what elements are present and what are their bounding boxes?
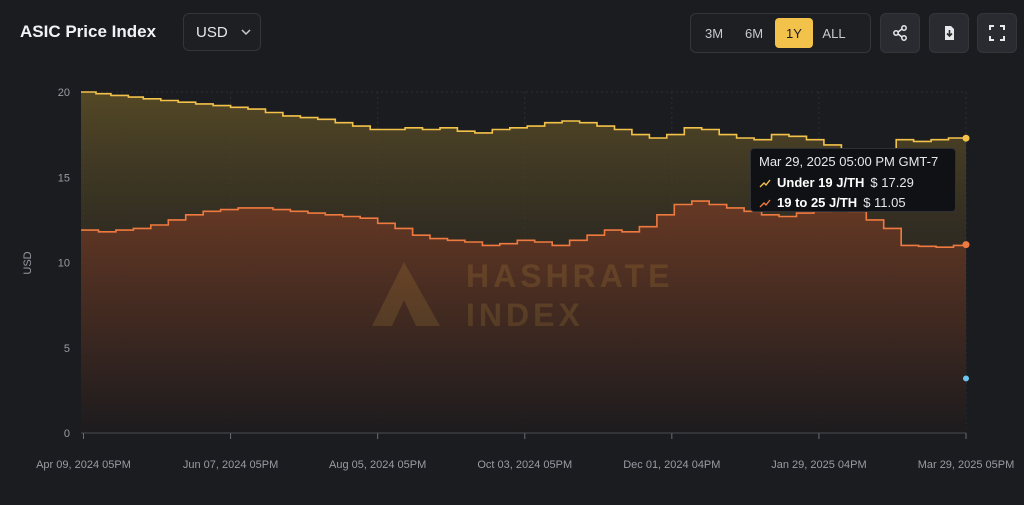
x-tick-label: Jun 07, 2024 05PM	[183, 459, 278, 471]
tooltip-value: $ 17.29	[870, 175, 914, 190]
x-tick-label: Aug 05, 2024 05PM	[329, 459, 426, 471]
currency-select[interactable]: USD	[183, 13, 261, 51]
line-series-icon	[759, 199, 771, 208]
tooltip-label: 19 to 25 J/TH	[777, 195, 858, 210]
line-series-icon	[759, 179, 771, 188]
end-point-19-to-25	[962, 241, 970, 249]
extra-data-point	[963, 375, 969, 382]
y-tick-label: 20	[58, 87, 70, 99]
range-selector: 3M 6M 1Y ALL	[690, 13, 871, 53]
y-tick-label: 15	[58, 172, 70, 184]
watermark: HASHRATE INDEX	[372, 258, 673, 333]
share-icon	[893, 25, 907, 41]
watermark-line1: HASHRATE	[466, 258, 673, 294]
y-tick-label: 10	[58, 258, 70, 270]
download-icon	[945, 26, 954, 40]
watermark-logo-icon	[372, 262, 440, 326]
x-tick-label: Jan 29, 2025 04PM	[771, 459, 866, 471]
series-line-under-19	[81, 91, 967, 179]
chevron-down-icon	[241, 29, 251, 36]
tooltip-label: Under 19 J/TH	[777, 175, 865, 190]
download-button[interactable]	[929, 13, 969, 53]
y-tick-label: 5	[64, 343, 70, 355]
chart-tooltip: Mar 29, 2025 05:00 PM GMT-7 Under 19 J/T…	[750, 148, 956, 212]
range-1y-button[interactable]: 1Y	[775, 18, 813, 48]
x-tick-label: Dec 01, 2024 04PM	[623, 459, 720, 471]
tooltip-row-19to25: 19 to 25 J/TH $ 11.05	[759, 193, 947, 213]
range-3m-button[interactable]: 3M	[704, 25, 724, 41]
currency-label: USD	[196, 23, 228, 41]
page-title: ASIC Price Index	[20, 22, 157, 41]
y-tick-label: 0	[64, 428, 70, 440]
x-tick-label: Apr 09, 2024 05PM	[36, 459, 131, 471]
area-19-to-25	[81, 201, 966, 433]
tooltip-value: $ 11.05	[863, 195, 906, 210]
x-tick-label: Mar 29, 2025 05PM	[918, 459, 1015, 471]
y-axis-label: USD	[22, 251, 34, 274]
fullscreen-button[interactable]	[977, 13, 1017, 53]
x-tick-label: Oct 03, 2024 05PM	[477, 459, 572, 471]
markers	[962, 134, 970, 382]
end-point-under-19	[962, 134, 970, 142]
share-button[interactable]	[880, 13, 920, 53]
range-all-button[interactable]: ALL	[822, 25, 846, 41]
tooltip-row-under19: Under 19 J/TH $ 17.29	[759, 173, 947, 193]
tooltip-date: Mar 29, 2025 05:00 PM GMT-7	[759, 154, 939, 169]
watermark-line2: INDEX	[466, 297, 584, 333]
axes: 0 5 10 15 20 Apr 09, 2024 05PM Jun 07, 2024 05…	[22, 87, 1014, 471]
fullscreen-icon	[989, 25, 1005, 41]
range-6m-button[interactable]: 6M	[744, 25, 764, 41]
